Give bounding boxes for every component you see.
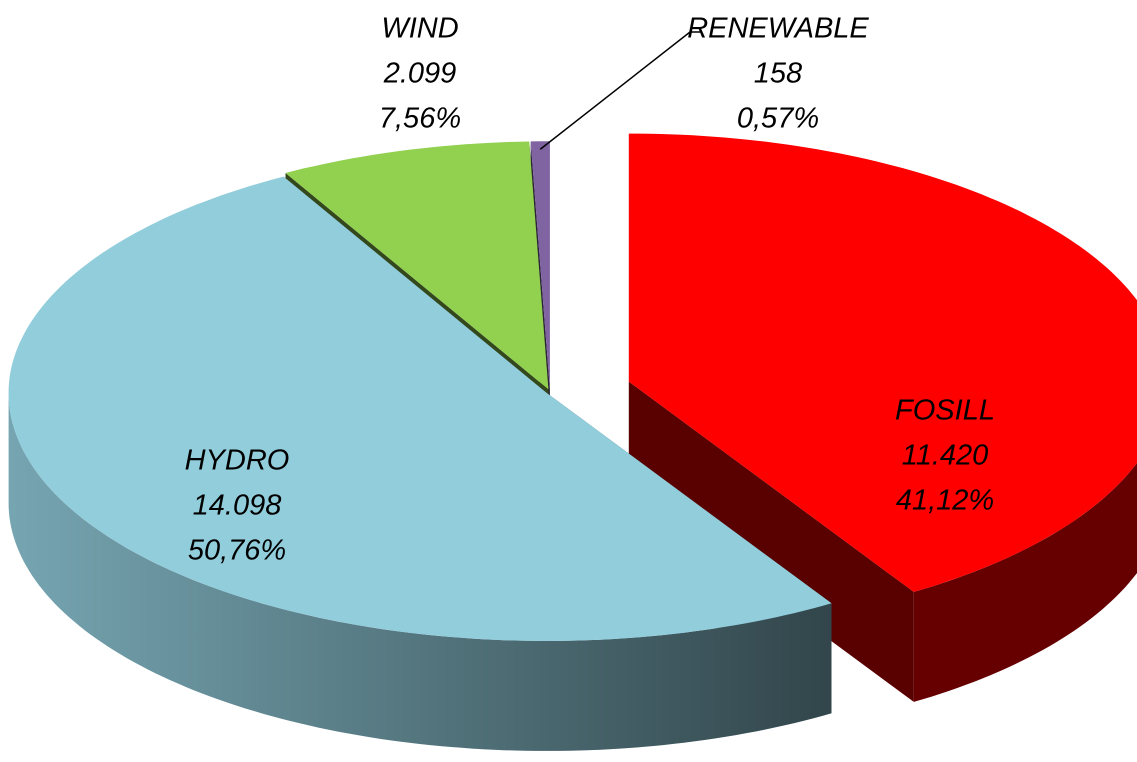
slice-label-name: WIND bbox=[381, 13, 458, 45]
slice-label-value: 11.420 bbox=[902, 440, 989, 472]
slice-label-percent: 0,57% bbox=[737, 103, 819, 135]
pie bbox=[8, 133, 1137, 751]
slice-side-shade bbox=[8, 392, 832, 751]
leader-line bbox=[539, 31, 700, 150]
slice-label-percent: 7,56% bbox=[379, 103, 461, 135]
slice bbox=[285, 141, 549, 390]
slice-wall bbox=[628, 381, 914, 702]
slice-label-percent: 41,12% bbox=[896, 485, 994, 517]
slice-label-name: FOSILL bbox=[895, 395, 995, 427]
slice-label-percent: 50,76% bbox=[188, 535, 286, 567]
slice bbox=[530, 141, 550, 390]
slice bbox=[8, 176, 832, 641]
slice-label-name: HYDRO bbox=[185, 445, 290, 477]
slice-side bbox=[913, 463, 1137, 702]
slice-label-value: 14.098 bbox=[193, 490, 282, 522]
slice-label-value: 158 bbox=[754, 58, 802, 90]
slice-label-name: RENEWABLE bbox=[687, 13, 869, 45]
slice bbox=[628, 133, 1137, 592]
labels: FOSILL 11.420 41,12% HYDRO 14.098 50,76% WIND 2… bbox=[185, 13, 995, 567]
slice-label-value: 2.099 bbox=[383, 58, 457, 90]
